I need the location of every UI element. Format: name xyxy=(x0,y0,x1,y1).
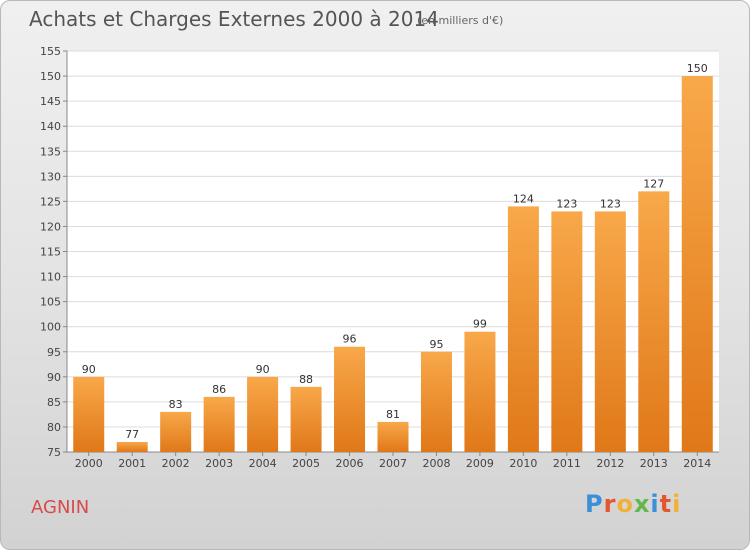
y-tick-label: 90 xyxy=(47,371,61,384)
bar xyxy=(203,396,235,452)
y-tick-label: 155 xyxy=(40,45,61,58)
x-tick-label: 2014 xyxy=(683,457,711,470)
logo-letter: i xyxy=(672,490,682,518)
x-tick-label: 2004 xyxy=(249,457,277,470)
data-label: 123 xyxy=(600,197,621,210)
y-tick-label: 75 xyxy=(47,446,61,459)
data-label: 123 xyxy=(556,197,577,210)
y-tick-label: 130 xyxy=(40,170,61,183)
x-tick-label: 2009 xyxy=(466,457,494,470)
logo-letter: x xyxy=(633,490,651,518)
x-tick-label: 2000 xyxy=(75,457,103,470)
data-label: 95 xyxy=(429,338,443,351)
y-tick-label: 95 xyxy=(47,346,61,359)
data-label: 150 xyxy=(687,62,708,75)
data-label: 77 xyxy=(125,428,139,441)
data-label: 88 xyxy=(299,373,313,386)
y-tick-label: 105 xyxy=(40,296,61,309)
y-tick-label: 110 xyxy=(40,271,61,284)
data-label: 81 xyxy=(386,408,400,421)
x-tick-label: 2006 xyxy=(336,457,364,470)
y-tick-label: 125 xyxy=(40,195,61,208)
bar xyxy=(507,206,539,452)
bar xyxy=(377,421,409,452)
data-label: 90 xyxy=(256,363,270,376)
x-tick-label: 2005 xyxy=(292,457,320,470)
bar xyxy=(247,376,279,452)
bar xyxy=(334,346,366,452)
data-label: 90 xyxy=(82,363,96,376)
bar xyxy=(160,411,192,452)
logo-letter: r xyxy=(603,490,617,518)
bar xyxy=(290,386,322,452)
bar xyxy=(594,211,626,452)
x-tick-label: 2007 xyxy=(379,457,407,470)
data-label: 96 xyxy=(343,333,357,346)
x-tick-label: 2013 xyxy=(640,457,668,470)
bar xyxy=(551,211,583,452)
x-tick-label: 2002 xyxy=(162,457,190,470)
bar xyxy=(464,331,496,452)
chart-title: Achats et Charges Externes 2000 à 2014 xyxy=(29,7,439,31)
x-tick-label: 2012 xyxy=(596,457,624,470)
y-tick-label: 120 xyxy=(40,220,61,233)
y-tick-label: 150 xyxy=(40,70,61,83)
data-label: 99 xyxy=(473,318,487,331)
chart-subtitle: (en milliers d'€) xyxy=(417,14,504,27)
y-tick-label: 100 xyxy=(40,321,61,334)
data-label: 86 xyxy=(212,383,226,396)
x-tick-label: 2011 xyxy=(553,457,581,470)
x-tick-label: 2008 xyxy=(422,457,450,470)
data-label: 83 xyxy=(169,398,183,411)
x-tick-label: 2001 xyxy=(118,457,146,470)
y-tick-label: 135 xyxy=(40,145,61,158)
bar xyxy=(116,441,148,452)
logo-letter: o xyxy=(616,490,634,518)
bar xyxy=(638,191,670,452)
proxiti-logo: Proxiti xyxy=(585,490,681,518)
y-tick-label: 145 xyxy=(40,95,61,108)
data-label: 127 xyxy=(643,177,664,190)
logo-letter: t xyxy=(659,490,673,518)
logo-letter: i xyxy=(650,490,660,518)
bar xyxy=(420,351,452,452)
bar xyxy=(681,76,713,452)
y-tick-label: 85 xyxy=(47,396,61,409)
x-tick-label: 2003 xyxy=(205,457,233,470)
y-tick-label: 115 xyxy=(40,246,61,259)
logo-letter: P xyxy=(585,490,604,518)
y-tick-label: 140 xyxy=(40,120,61,133)
x-tick-label: 2010 xyxy=(509,457,537,470)
y-tick-label: 80 xyxy=(47,421,61,434)
bar xyxy=(73,376,105,452)
town-name: AGNIN xyxy=(31,497,90,518)
data-label: 124 xyxy=(513,192,534,205)
